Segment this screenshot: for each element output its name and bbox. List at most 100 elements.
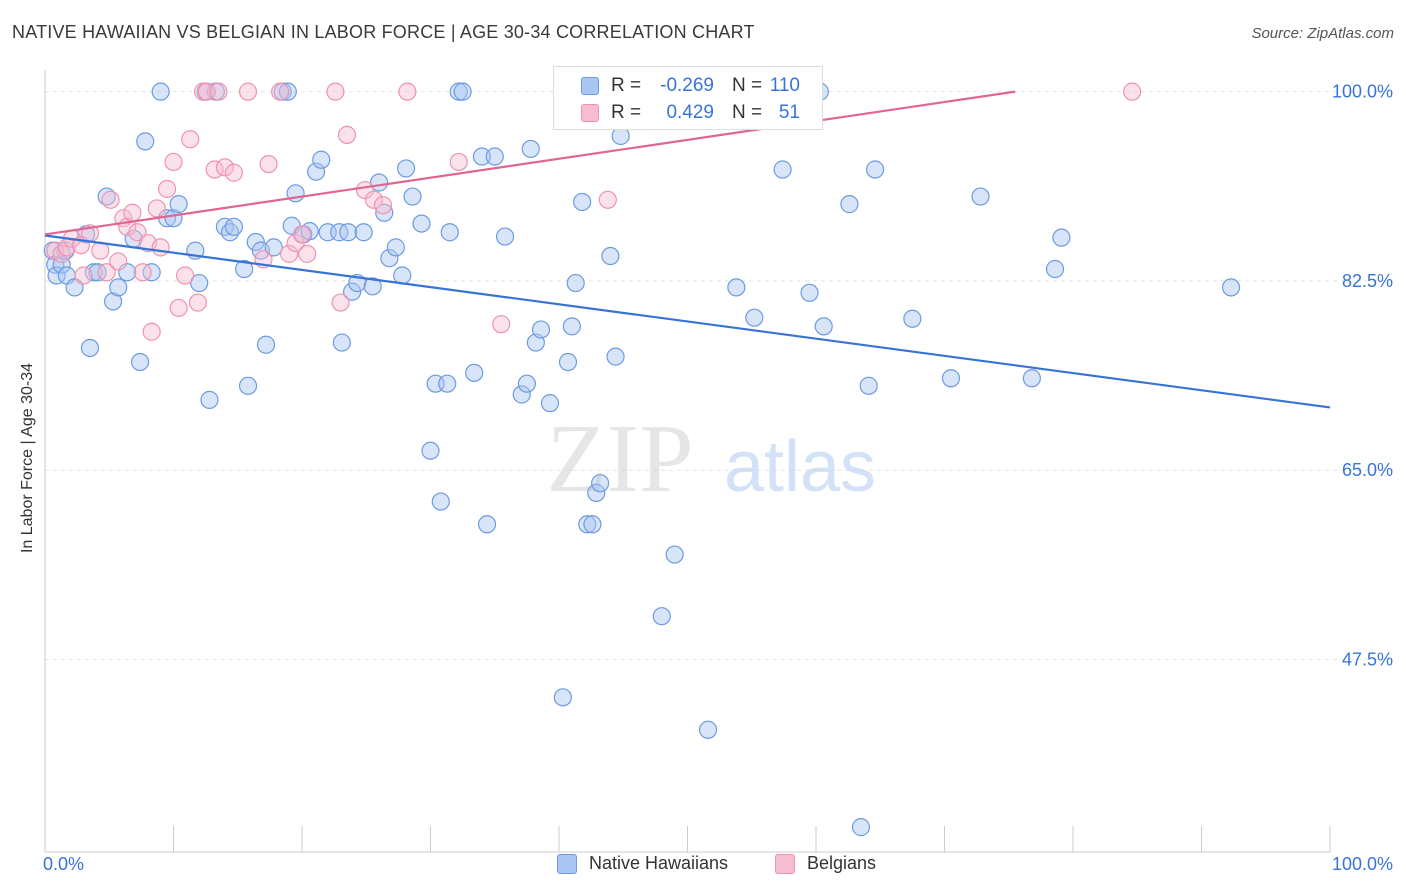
belgians-point[interactable] <box>364 190 384 209</box>
native-hawaiians-point[interactable] <box>224 217 243 236</box>
native-hawaiians-point[interactable] <box>235 259 254 279</box>
native-hawaiians-point[interactable] <box>698 720 718 739</box>
belgians-point[interactable] <box>142 322 161 341</box>
native-hawaiians-point[interactable] <box>587 483 606 503</box>
native-hawaiians-point[interactable] <box>562 317 581 336</box>
native-hawaiians-point[interactable] <box>531 320 551 339</box>
native-hawaiians-point[interactable] <box>438 374 457 393</box>
native-hawaiians-point[interactable] <box>851 818 871 837</box>
belgians-point[interactable] <box>74 266 93 285</box>
native-hawaiians-point[interactable] <box>264 238 283 257</box>
native-hawaiians-point[interactable] <box>465 363 484 382</box>
belgians-point[interactable] <box>271 82 290 101</box>
native-hawaiians-point[interactable] <box>840 195 859 214</box>
native-hawaiians-point[interactable] <box>307 162 326 181</box>
native-hawaiians-point[interactable] <box>540 394 560 413</box>
native-hawaiians-point[interactable] <box>601 246 620 266</box>
native-hawaiians-point[interactable] <box>485 147 504 166</box>
native-hawaiians-point[interactable] <box>1052 228 1071 247</box>
belgians-point[interactable] <box>492 315 511 334</box>
native-hawaiians-point[interactable] <box>606 347 625 366</box>
belgians-point[interactable] <box>280 244 299 263</box>
belgians-point[interactable] <box>337 125 357 144</box>
native-hawaiians-point[interactable] <box>412 214 431 233</box>
belgians-point[interactable] <box>151 238 170 257</box>
belgians-point[interactable] <box>109 252 128 271</box>
belgians-point[interactable] <box>298 244 317 263</box>
native-hawaiians-point[interactable] <box>246 232 265 252</box>
native-hawaiians-point[interactable] <box>553 688 572 707</box>
belgians-point[interactable] <box>224 163 243 182</box>
belgians-point[interactable] <box>123 203 142 222</box>
native-hawaiians-point[interactable] <box>573 192 592 212</box>
native-hawaiians-point[interactable] <box>190 273 209 293</box>
native-hawaiians-point[interactable] <box>773 160 792 179</box>
belgians-point[interactable] <box>188 293 208 312</box>
native-hawaiians-point[interactable] <box>386 238 405 257</box>
native-hawaiians-point[interactable] <box>343 282 362 301</box>
native-hawaiians-point[interactable] <box>558 352 578 372</box>
native-hawaiians-point[interactable] <box>941 369 961 388</box>
native-hawaiians-point[interactable] <box>517 374 536 393</box>
native-hawaiians-point[interactable] <box>380 249 399 268</box>
belgians-point[interactable] <box>238 82 258 101</box>
belgians-point[interactable] <box>157 179 177 199</box>
belgians-point[interactable] <box>449 152 468 172</box>
native-hawaiians-point[interactable] <box>814 317 833 336</box>
native-hawaiians-point[interactable] <box>859 376 878 395</box>
native-hawaiians-point[interactable] <box>583 515 602 534</box>
belgians-point[interactable] <box>169 298 188 318</box>
belgians-point[interactable] <box>181 130 200 149</box>
native-hawaiians-point[interactable] <box>578 515 597 534</box>
native-hawaiians-point[interactable] <box>421 441 440 460</box>
native-hawaiians-point[interactable] <box>238 376 258 395</box>
belgians-point[interactable] <box>373 196 393 215</box>
native-hawaiians-point[interactable] <box>727 278 746 297</box>
native-hawaiians-point[interactable] <box>611 126 630 146</box>
belgians-point[interactable] <box>175 266 195 285</box>
belgians-point[interactable] <box>259 154 278 174</box>
native-hawaiians-point[interactable] <box>440 223 459 242</box>
native-hawaiians-point[interactable] <box>339 223 358 242</box>
native-hawaiians-point[interactable] <box>477 515 497 534</box>
native-hawaiians-point[interactable] <box>1045 259 1065 279</box>
native-hawaiians-point[interactable] <box>169 195 188 214</box>
belgians-point[interactable] <box>598 190 617 209</box>
native-hawaiians-point[interactable] <box>665 545 684 564</box>
native-hawaiians-point[interactable] <box>80 338 100 358</box>
native-hawaiians-point[interactable] <box>136 132 155 151</box>
native-hawaiians-point[interactable] <box>431 492 450 511</box>
native-hawaiians-point[interactable] <box>1221 278 1241 297</box>
native-hawaiians-point[interactable] <box>200 390 219 409</box>
native-hawaiians-point[interactable] <box>903 309 922 328</box>
native-hawaiians-point[interactable] <box>591 474 610 493</box>
belgians-point[interactable] <box>326 82 345 101</box>
native-hawaiians-point[interactable] <box>130 352 150 372</box>
native-hawaiians-point[interactable] <box>512 385 531 404</box>
native-hawaiians-point[interactable] <box>566 273 585 293</box>
native-hawaiians-point[interactable] <box>472 147 491 166</box>
native-hawaiians-point[interactable] <box>521 139 540 159</box>
native-hawaiians-point[interactable] <box>104 292 123 311</box>
native-hawaiians-point[interactable] <box>151 82 170 101</box>
native-hawaiians-point[interactable] <box>312 150 331 169</box>
native-hawaiians-point[interactable] <box>332 333 351 352</box>
native-hawaiians-point[interactable] <box>1022 369 1041 388</box>
native-hawaiians-point[interactable] <box>354 223 373 242</box>
belgians-point[interactable] <box>133 263 152 282</box>
belgians-point[interactable] <box>398 82 417 101</box>
native-hawaiians-point[interactable] <box>495 227 515 246</box>
native-hawaiians-point[interactable] <box>971 187 990 206</box>
native-hawaiians-point[interactable] <box>396 159 416 178</box>
belgians-point[interactable] <box>101 190 120 209</box>
native-hawaiians-point[interactable] <box>652 607 671 626</box>
native-hawaiians-point[interactable] <box>375 203 394 222</box>
belgians-point[interactable] <box>147 199 166 218</box>
native-hawaiians-point[interactable] <box>47 266 66 285</box>
native-hawaiians-point[interactable] <box>84 263 103 282</box>
native-hawaiians-point[interactable] <box>449 82 468 101</box>
native-hawaiians-point[interactable] <box>363 277 382 296</box>
native-hawaiians-point[interactable] <box>278 82 297 101</box>
belgians-point[interactable] <box>193 82 213 101</box>
native-hawaiians-point[interactable] <box>403 187 422 206</box>
